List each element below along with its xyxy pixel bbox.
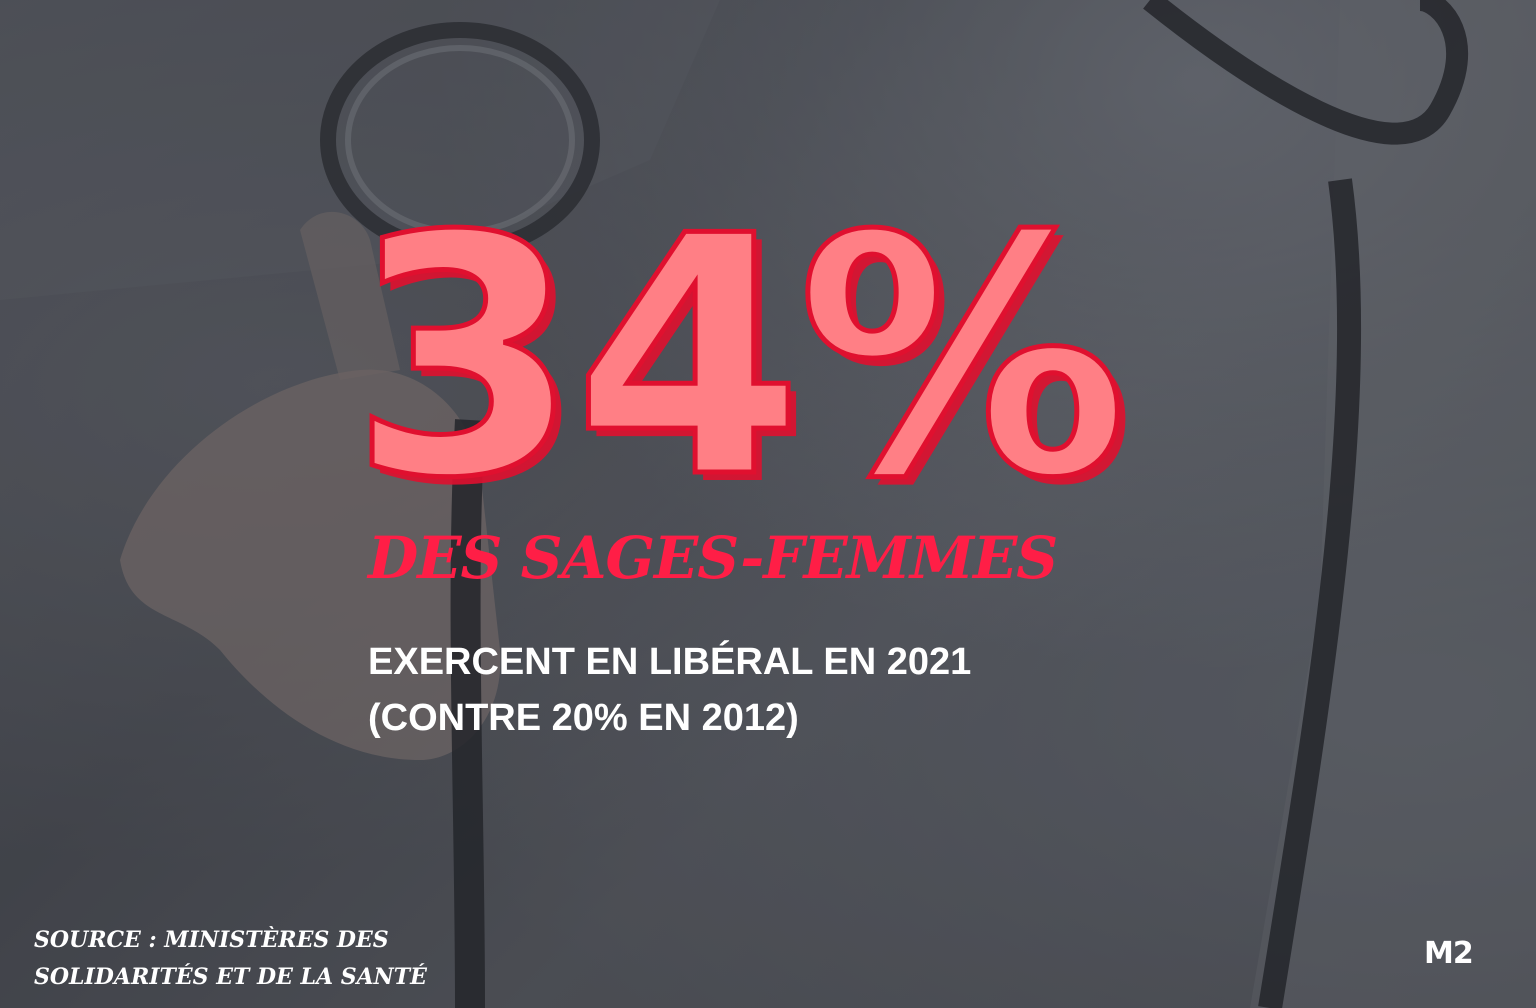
- big-statistic-value: 34%: [350, 166, 1122, 530]
- svg-text:34%: 34%: [358, 174, 1130, 530]
- source-line-2: SOLIDARITÉS ET DE LA SANTÉ: [34, 964, 427, 990]
- source-line-1: SOURCE : MINISTÈRES DES: [34, 927, 389, 953]
- brand-logo: M2: [1424, 936, 1474, 971]
- description: EXERCENT EN LIBÉRAL EN 2021 (CONTRE 20% …: [368, 634, 1168, 746]
- description-line-2: (CONTRE 20% EN 2012): [368, 697, 799, 739]
- description-line-1: EXERCENT EN LIBÉRAL EN 2021: [368, 641, 972, 683]
- big-statistic-shadow: 34%: [358, 174, 1130, 530]
- big-statistic: 34% 34%: [350, 150, 1150, 531]
- stethoscope-tube-right: [1258, 178, 1362, 1008]
- headline: DES SAGES-FEMMES: [368, 524, 1058, 592]
- stethoscope-chestpiece-icon: [320, 22, 600, 258]
- source-credit: SOURCE : MINISTÈRES DES SOLIDARITÉS ET D…: [34, 922, 427, 996]
- hand-shape: [120, 369, 501, 760]
- stethoscope-tube-left: [450, 419, 485, 1008]
